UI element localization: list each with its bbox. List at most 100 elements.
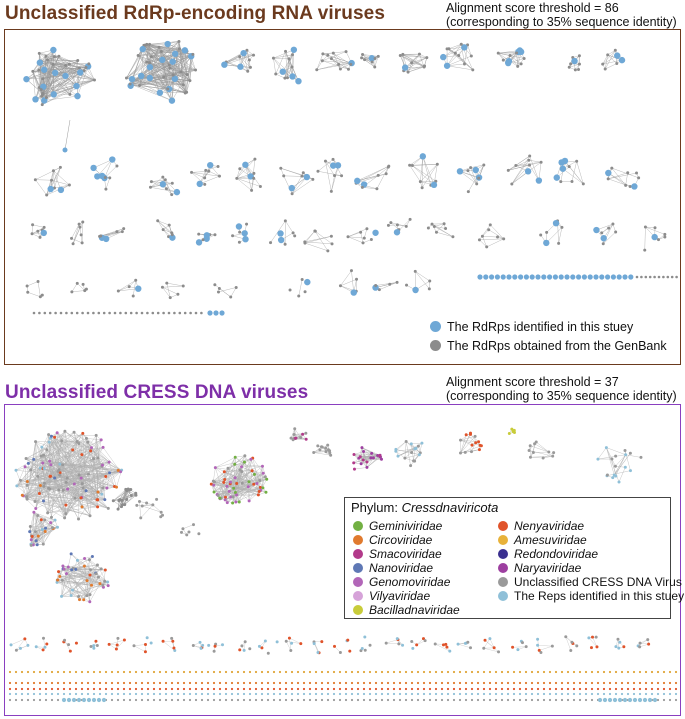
network-edge xyxy=(73,432,91,516)
network-node xyxy=(230,681,234,685)
network-node xyxy=(359,230,363,234)
network-edge xyxy=(605,63,617,70)
network-edge xyxy=(93,159,113,169)
network-node xyxy=(472,166,479,174)
network-node xyxy=(236,692,240,696)
network-node xyxy=(227,489,231,493)
network-node xyxy=(524,645,528,649)
network-node xyxy=(240,49,247,57)
network-node xyxy=(181,83,185,87)
network-node xyxy=(212,687,216,691)
network-edge xyxy=(479,238,504,241)
network-node xyxy=(324,450,328,454)
network-node xyxy=(75,281,79,285)
network-node xyxy=(552,451,556,455)
network-node xyxy=(116,698,120,702)
network-node xyxy=(90,164,97,172)
network-node xyxy=(86,681,90,685)
network-edge xyxy=(489,638,495,648)
network-edge xyxy=(16,485,50,490)
network-node xyxy=(26,698,30,702)
network-node xyxy=(82,598,86,602)
network-node xyxy=(94,639,98,643)
network-node xyxy=(14,648,18,652)
network-node xyxy=(26,461,30,465)
network-node xyxy=(56,698,60,702)
network-edge xyxy=(62,565,85,581)
network-node xyxy=(177,39,181,43)
network-node xyxy=(194,670,198,674)
network-edge xyxy=(116,639,125,650)
network-node xyxy=(238,167,242,171)
network-node xyxy=(485,245,489,249)
network-node xyxy=(218,681,222,685)
network-node xyxy=(80,687,84,691)
network-edge xyxy=(313,446,322,453)
network-edge xyxy=(356,173,387,184)
network-edge xyxy=(32,224,45,228)
network-edge xyxy=(364,228,368,239)
network-node xyxy=(114,485,118,489)
network-node xyxy=(209,482,213,486)
network-edge xyxy=(43,638,46,648)
network-node xyxy=(542,692,546,696)
network-node xyxy=(54,311,57,315)
network-node xyxy=(92,457,96,461)
network-node xyxy=(191,643,195,647)
network-edge xyxy=(57,432,108,489)
network-node xyxy=(222,480,226,484)
network-edge xyxy=(185,54,194,94)
network-node xyxy=(674,687,678,691)
network-node xyxy=(30,232,34,236)
network-node xyxy=(110,670,114,674)
network-node xyxy=(372,284,379,291)
network-node xyxy=(218,698,222,702)
network-node xyxy=(464,698,468,702)
network-node xyxy=(524,687,528,691)
network-edge xyxy=(149,77,168,90)
network-node xyxy=(605,274,611,280)
network-node xyxy=(247,58,251,62)
network-edge xyxy=(150,177,163,188)
network-node xyxy=(476,681,480,685)
network-node xyxy=(95,563,99,567)
cress-legend-item: Bacilladnaviridae xyxy=(353,603,498,617)
network-node xyxy=(32,698,36,702)
network-node xyxy=(236,681,240,685)
network-node xyxy=(303,241,307,245)
network-node xyxy=(527,163,531,167)
network-node xyxy=(426,226,430,230)
network-node xyxy=(506,698,510,702)
network-node xyxy=(668,698,672,702)
network-edge xyxy=(79,585,92,600)
network-node xyxy=(32,687,36,691)
network-edge xyxy=(33,512,39,537)
network-node xyxy=(26,290,30,294)
network-node xyxy=(512,670,516,674)
network-edge xyxy=(364,59,375,68)
network-edge xyxy=(42,67,80,79)
network-edge xyxy=(138,55,188,75)
network-node xyxy=(170,698,174,702)
network-node xyxy=(613,48,617,52)
network-node xyxy=(368,643,372,647)
network-node xyxy=(47,440,51,444)
network-node xyxy=(104,687,108,691)
network-node xyxy=(120,230,124,234)
network-node xyxy=(537,648,541,652)
network-node xyxy=(233,476,237,480)
network-node xyxy=(41,461,45,465)
network-node xyxy=(86,687,90,691)
network-node xyxy=(81,431,85,435)
network-edge xyxy=(386,639,399,644)
network-edge xyxy=(236,158,256,179)
network-edge xyxy=(411,442,422,444)
network-node xyxy=(38,670,42,674)
network-node xyxy=(458,698,462,702)
network-edge xyxy=(97,159,113,177)
network-node xyxy=(296,698,300,702)
network-node xyxy=(482,698,486,702)
network-edge xyxy=(16,476,51,487)
network-node xyxy=(116,670,120,674)
network-node xyxy=(644,670,648,674)
